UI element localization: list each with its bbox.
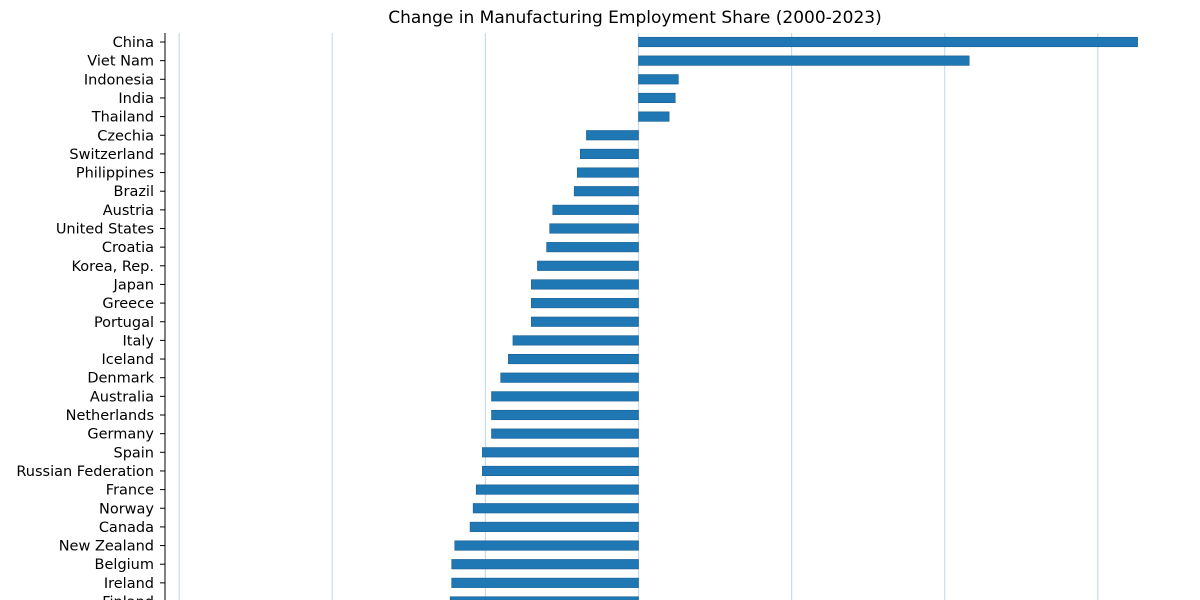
bar-thailand (638, 111, 670, 122)
bar-philippines (576, 167, 639, 178)
bar-viet-nam (638, 55, 970, 66)
bar-finland (449, 596, 639, 600)
y-tick-label: Viet Nam (87, 54, 154, 70)
bar-indonesia (638, 74, 679, 85)
bar-czechia (586, 130, 639, 141)
y-tick-label: Thailand (91, 110, 154, 126)
y-tick-label: Netherlands (66, 408, 154, 424)
y-tick-label: New Zealand (59, 539, 154, 555)
bar-japan (531, 279, 639, 290)
y-tick-label: Ireland (104, 576, 154, 592)
y-tick-label: Switzerland (69, 147, 154, 163)
bar-greece (531, 298, 639, 309)
y-tick-label: China (113, 35, 154, 51)
y-tick-label: Iceland (102, 352, 154, 368)
y-tick-label: Belgium (95, 557, 154, 573)
bar-canada (469, 521, 639, 532)
y-tick-label: Japan (113, 277, 154, 293)
bar-belgium (451, 559, 639, 570)
y-tick-label: Philippines (76, 166, 154, 182)
bar-switzerland (580, 148, 639, 159)
chart-title: Change in Manufacturing Employment Share… (388, 8, 882, 28)
y-tick-label: Croatia (102, 240, 154, 256)
bar-australia (491, 391, 639, 402)
y-tick-label: Australia (90, 389, 154, 405)
y-tick-label: Germany (87, 427, 154, 443)
y-tick-label: Korea, Rep. (72, 259, 154, 275)
bar-russian-federation (482, 465, 639, 477)
bar-france (475, 484, 639, 495)
y-tick-label: Indonesia (84, 72, 154, 88)
y-tick-label: Czechia (97, 128, 154, 144)
bar-denmark (500, 372, 639, 383)
y-tick-label: India (118, 91, 154, 107)
category-labels: China Viet Nam Indonesia India Thailand Czech… (16, 35, 165, 600)
bar-norway (472, 503, 639, 514)
y-tick-label: Brazil (114, 184, 154, 200)
y-tick-label: Finland (102, 595, 154, 600)
bar-china (638, 36, 1138, 48)
y-tick-label: Greece (102, 296, 154, 312)
y-tick-label: Russian Federation (16, 464, 154, 480)
bar-brazil (573, 186, 639, 197)
bar-new-zealand (454, 540, 639, 551)
bar-united-states (549, 223, 639, 234)
bar-portugal (531, 316, 639, 327)
bar-netherlands (491, 409, 639, 421)
y-tick-label: United States (56, 222, 154, 238)
bars (449, 36, 1138, 600)
y-tick-label: Italy (123, 333, 155, 349)
y-tick-label: Denmark (87, 371, 154, 387)
y-tick-label: Portugal (94, 315, 154, 331)
y-tick-label: France (106, 483, 154, 499)
bar-india (638, 92, 676, 103)
y-tick-label: Spain (113, 445, 154, 461)
y-tick-label: Austria (103, 203, 154, 219)
y-tick-label: Canada (99, 520, 154, 536)
bar-italy (512, 335, 639, 346)
bar-germany (491, 428, 639, 439)
y-tick-label: Norway (99, 501, 154, 517)
bar-iceland (508, 353, 639, 365)
bar-croatia (546, 242, 639, 253)
bar-korea-rep (537, 260, 639, 271)
bar-spain (482, 447, 639, 458)
bar-austria (552, 204, 639, 215)
bar-ireland (451, 577, 639, 588)
